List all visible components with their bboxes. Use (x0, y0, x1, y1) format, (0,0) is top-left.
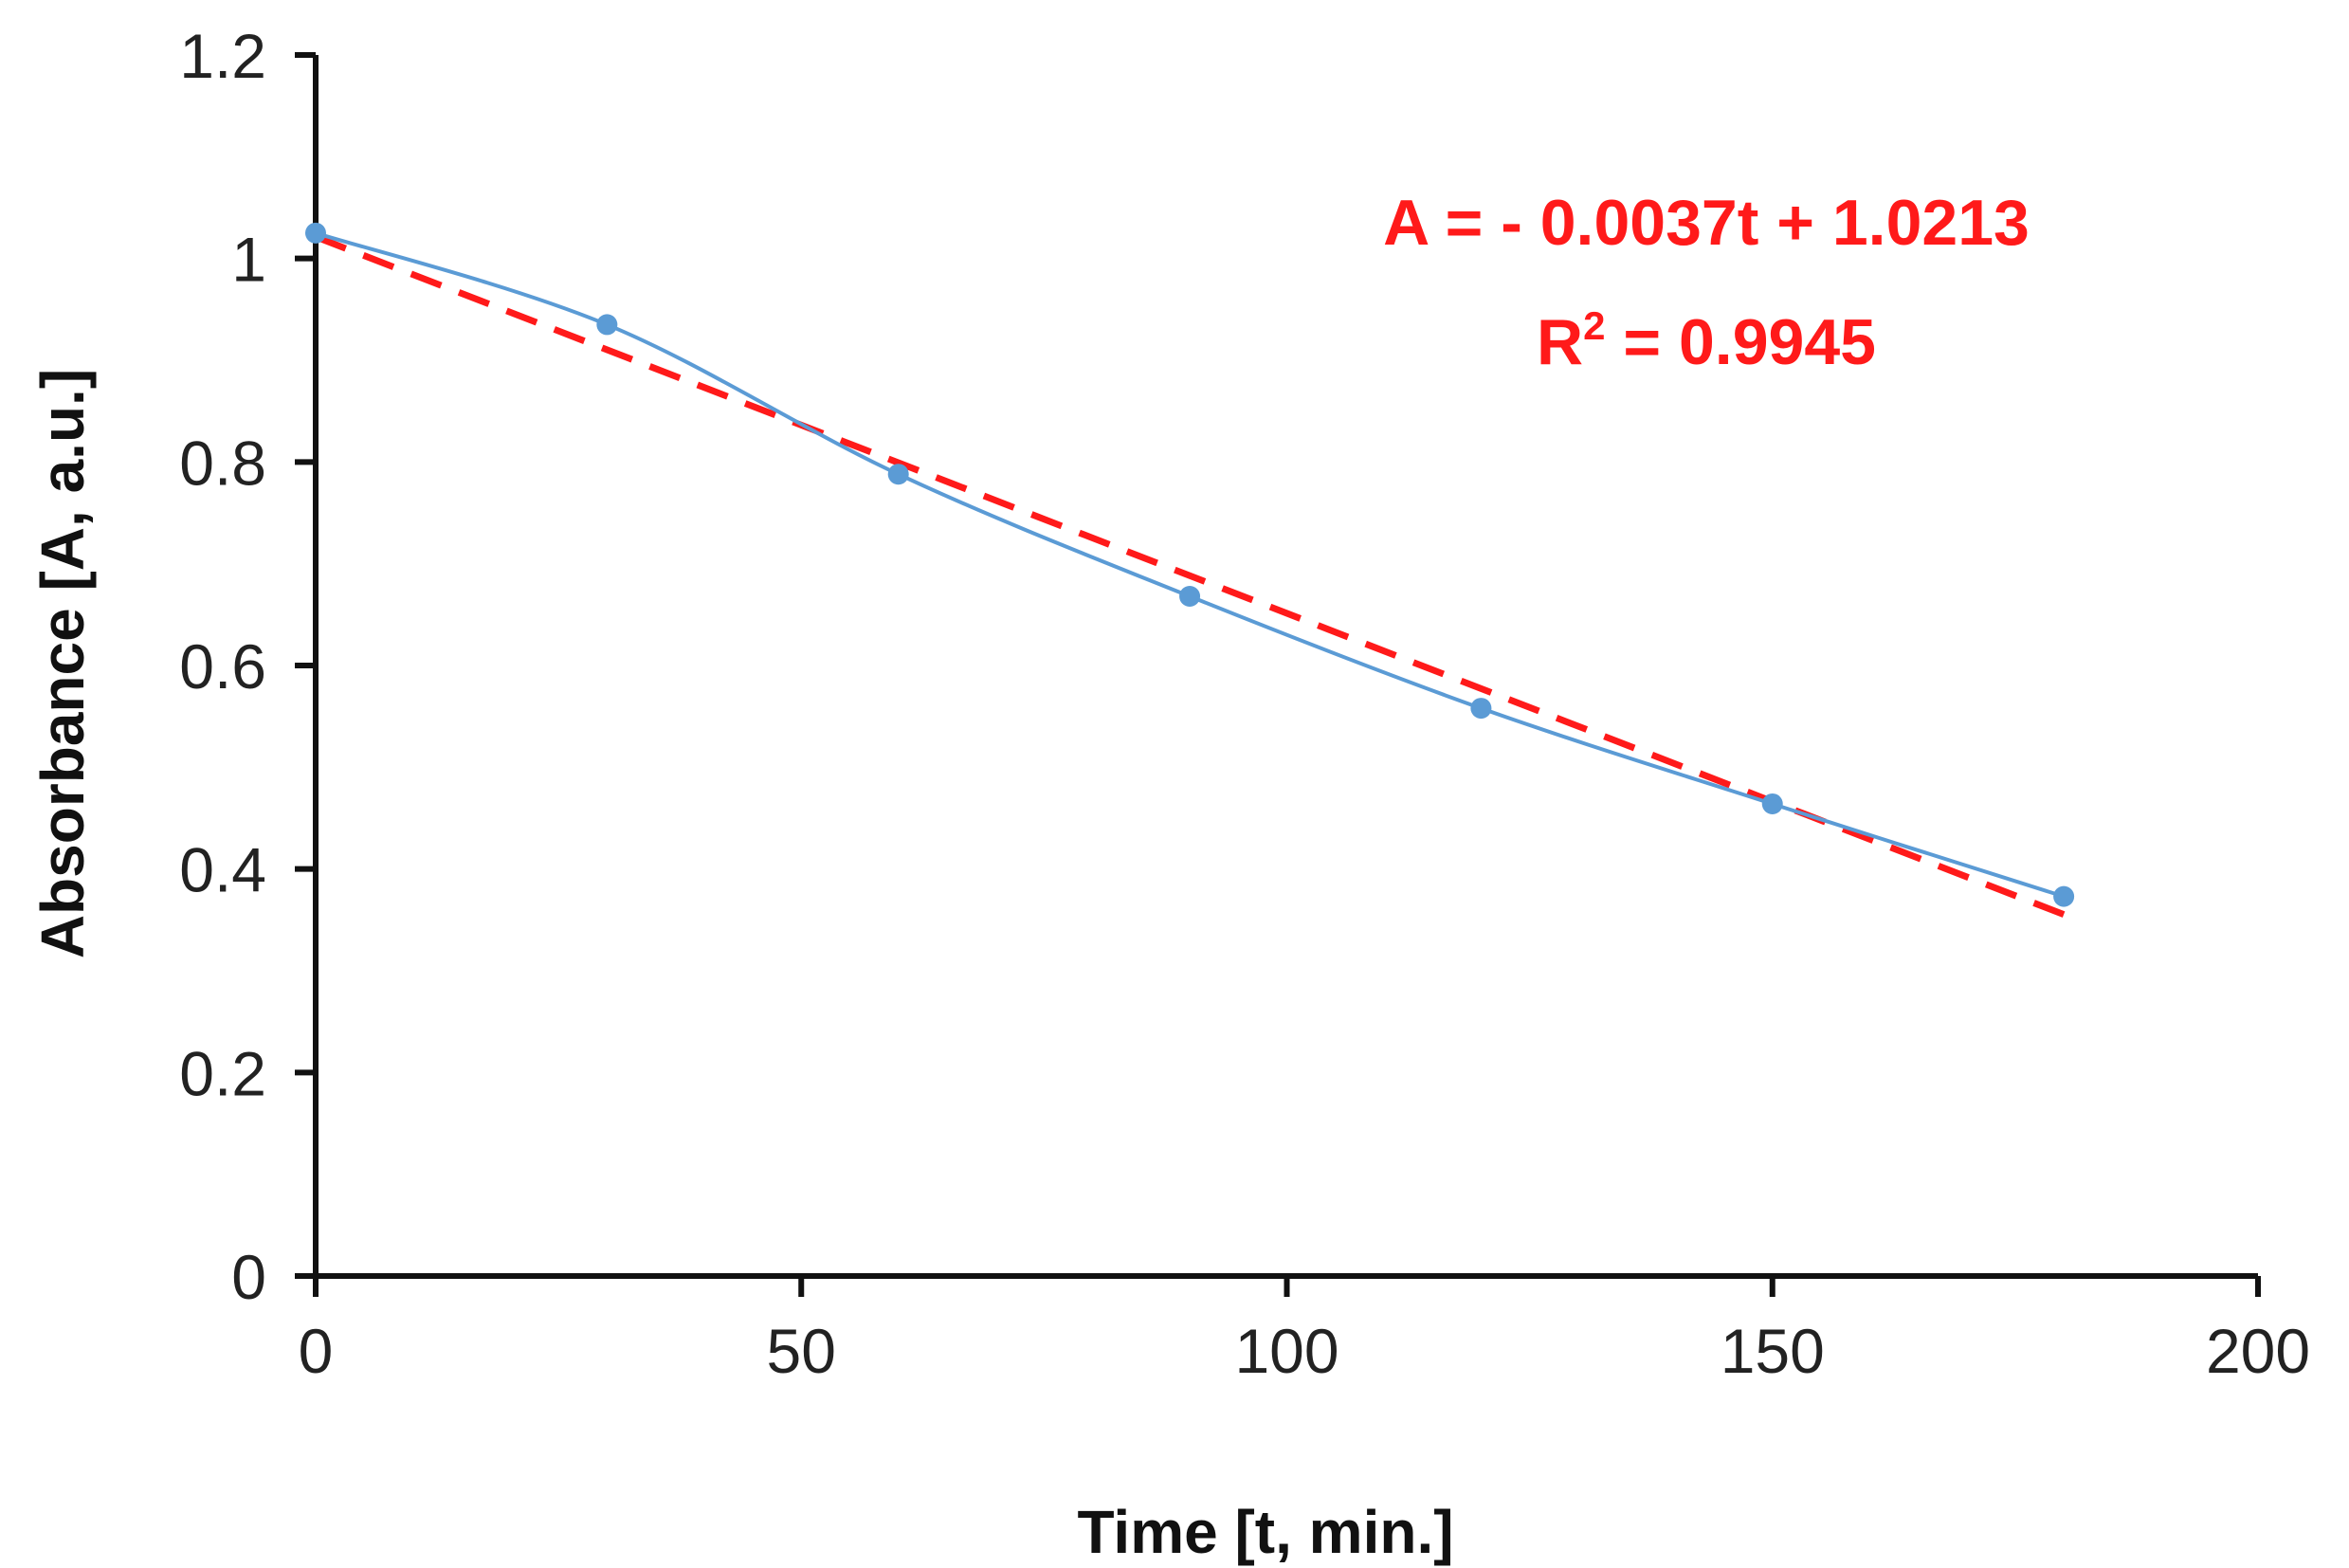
plot-area (305, 222, 2075, 918)
tick-labels: 0 0.2 0.4 0.6 0.8 1 1.2 0 50 100 150 200 (179, 21, 2310, 1386)
trendline-equation: A = - 0.0037t + 1.0213 (1383, 187, 2030, 259)
data-point (1470, 698, 1492, 720)
x-tick-label: 150 (1721, 1316, 1825, 1386)
x-tick-label: 50 (767, 1316, 836, 1386)
y-tick-label: 0 (231, 1242, 266, 1312)
x-tick-label: 100 (1234, 1316, 1338, 1386)
data-point (2053, 885, 2075, 907)
y-tick-label: 1 (231, 225, 266, 295)
axes (295, 52, 2261, 1297)
x-tick-label: 200 (2206, 1316, 2310, 1386)
y-axis-title: Absorbance [A, a.u.] (28, 369, 97, 958)
data-point (305, 222, 326, 244)
data-point (596, 314, 618, 336)
x-tick-label: 0 (299, 1316, 334, 1386)
y-tick-label: 0.2 (179, 1038, 266, 1108)
y-tick-label: 0.4 (179, 835, 266, 905)
data-point (887, 464, 909, 485)
data-point (1761, 793, 1783, 814)
y-tick-label: 0.8 (179, 428, 266, 498)
x-axis-title: Time [t, min.] (1077, 1498, 1453, 1566)
data-point (1179, 586, 1201, 608)
trendline-r-squared: R2 = 0.9945 (1537, 303, 1876, 378)
y-tick-label: 0.6 (179, 631, 266, 702)
y-tick-label: 1.2 (179, 21, 266, 91)
